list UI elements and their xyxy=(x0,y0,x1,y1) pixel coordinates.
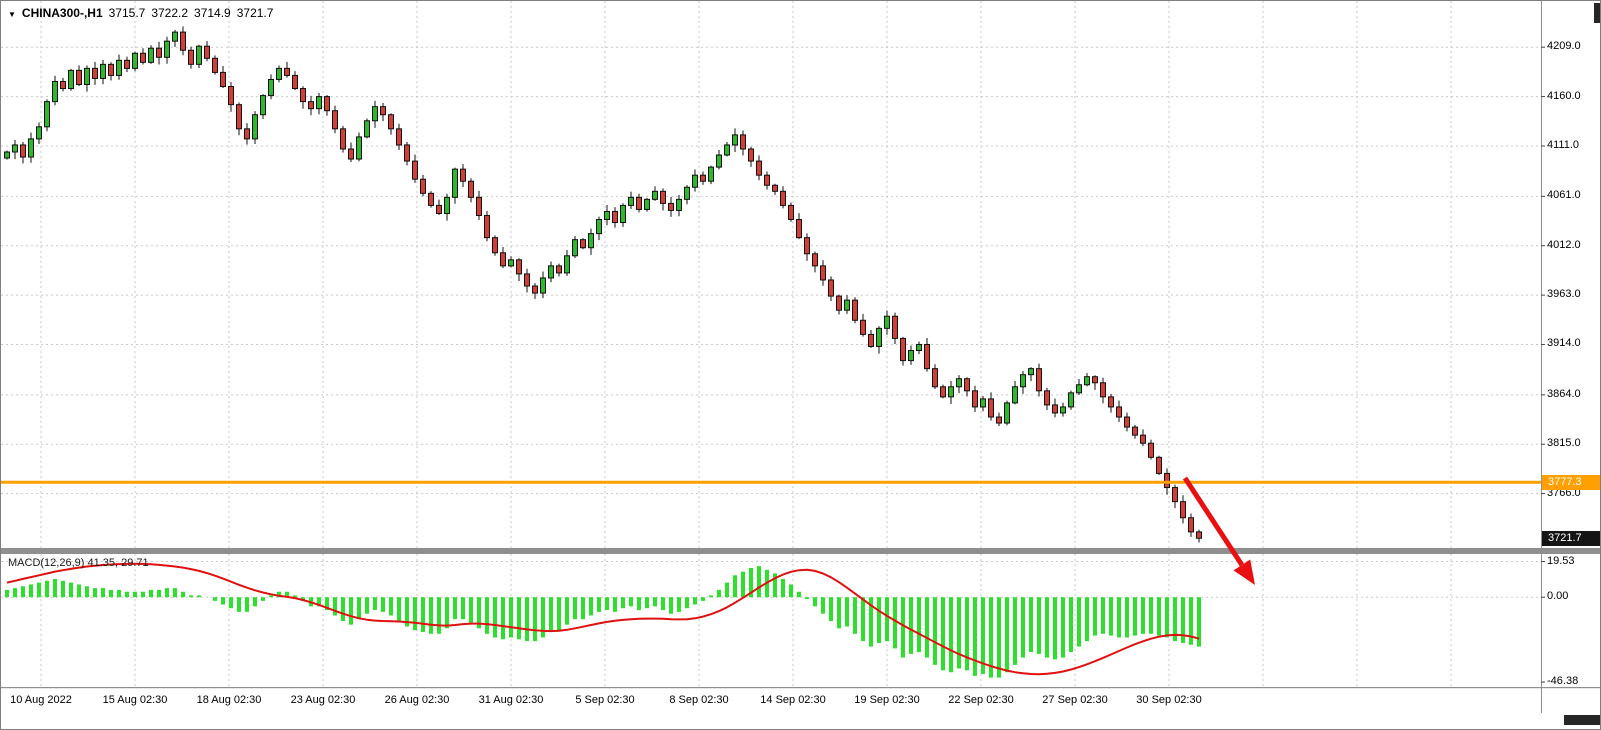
ohlc-open: 3715.7 xyxy=(108,6,146,20)
ohlc-high: 3722.2 xyxy=(151,6,189,20)
macd-signal-line xyxy=(6,562,1200,676)
candles xyxy=(4,26,1202,543)
symbol-title: CHINA300-,H1 xyxy=(21,6,103,20)
ohlc-low: 3714.9 xyxy=(194,6,231,20)
ohlc-close: 3721.7 xyxy=(236,6,274,20)
grid xyxy=(1,1,1541,687)
axis-tick-marks xyxy=(1541,46,1545,683)
horizontal-scrollbar-thumb[interactable] xyxy=(1564,715,1600,725)
chart-header: ▼ CHINA300-,H1 3715.7 3722.2 3714.9 3721… xyxy=(8,6,273,20)
trend-arrow[interactable] xyxy=(1182,476,1255,585)
last-price-badge: 3721.7 xyxy=(1542,530,1600,546)
macd-indicator-label: MACD(12,26,9) 41.35, 29.71 xyxy=(8,557,149,569)
symbol-dropdown-icon[interactable]: ▼ xyxy=(8,9,16,19)
macd-histogram xyxy=(5,566,1201,678)
panel-divider[interactable] xyxy=(1,548,1601,554)
hline-price-badge: 3777.3 xyxy=(1542,474,1600,490)
time-axis-divider xyxy=(1,687,1600,689)
vertical-scrollbar-thumb[interactable] xyxy=(1594,3,1600,23)
